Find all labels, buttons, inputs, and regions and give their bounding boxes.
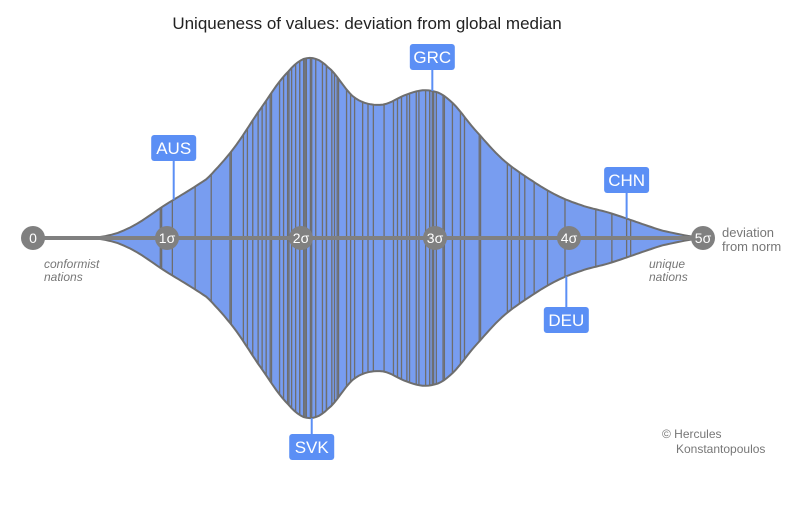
country-label: CHN [608,171,645,190]
country-label: DEU [548,311,584,330]
violin-outline-bottom [93,237,704,420]
left-annotation-line1: conformist [44,257,100,271]
country-label: AUS [156,139,191,158]
tick-marker [21,226,45,250]
tick-label: 4σ [561,230,578,246]
axis-end-label-line1: deviation [722,225,774,240]
tick-marker [289,226,313,250]
right-annotation-line2: nations [649,270,688,284]
tick-label: 5σ [695,230,712,246]
tick-label: 0 [29,230,37,246]
tick-marker [423,226,447,250]
right-annotation-line1: unique [649,257,685,271]
violin-outline-top [93,56,704,239]
tick-label: 1σ [159,230,176,246]
country-label: GRC [413,48,451,67]
tick-label: 3σ [427,230,444,246]
credit-line2: Konstantopoulos [676,442,765,456]
credit-line1: © Hercules [662,427,722,441]
country-label: SVK [295,438,330,457]
tick-label: 2σ [293,230,310,246]
country-label-box [604,167,650,193]
country-label-box [409,44,455,70]
axis-end-label-line2: from norm [722,239,781,254]
country-label-box [289,434,335,460]
left-annotation-line2: nations [44,270,83,284]
country-label-box [543,307,589,333]
tick-marker [557,226,581,250]
chart-title: Uniqueness of values: deviation from glo… [172,14,561,33]
tick-marker [155,226,179,250]
tick-marker [691,226,715,250]
country-label-box [151,135,197,161]
